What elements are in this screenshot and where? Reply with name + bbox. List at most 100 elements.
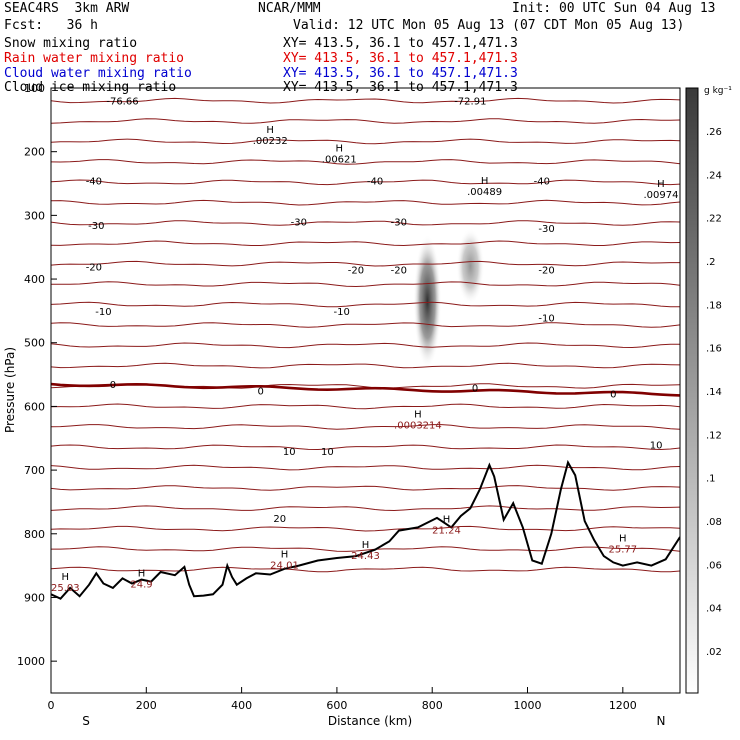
isotherm-line-19 xyxy=(51,485,680,491)
max-value-label: .00232 xyxy=(253,136,288,147)
isotherm-label: 10 xyxy=(321,447,334,458)
isotherm-label: 0 xyxy=(472,383,478,394)
isotherm-label: -30 xyxy=(538,224,554,235)
field-xy-rain: XY= 413.5, 36.1 to 457.1,471.3 xyxy=(283,51,518,66)
isotherm-label: -30 xyxy=(291,218,307,229)
colorbar-tick-label: .24 xyxy=(706,170,722,181)
x-tick-label: 1200 xyxy=(609,699,637,712)
snow-shading-0 xyxy=(413,234,442,369)
max-marker-h: H xyxy=(619,534,627,545)
colorbar-tick-label: .26 xyxy=(706,127,722,138)
isotherm-label: -40 xyxy=(86,176,102,187)
field-label-rain: Rain water mixing ratio xyxy=(4,51,185,66)
field-xy-snow: XY= 413.5, 36.1 to 457.1,471.3 xyxy=(283,36,518,51)
y-tick-label: 700 xyxy=(24,464,45,477)
isotherm-line-4 xyxy=(51,179,680,186)
colorbar: g kg⁻¹ xyxy=(685,86,732,694)
terrain-line xyxy=(51,459,680,600)
isotherm-label: -20 xyxy=(391,266,407,277)
isotherm-line-20 xyxy=(51,505,680,512)
isotherm-line-8 xyxy=(51,260,680,267)
isotherm-line-17 xyxy=(51,444,680,451)
x-tick-label: 1000 xyxy=(514,699,542,712)
isotherm-label: -30 xyxy=(391,218,407,229)
y-tick-label: 300 xyxy=(24,209,45,222)
isotherm-line-12 xyxy=(51,342,680,349)
colorbar-tick-label: .04 xyxy=(706,604,722,615)
isotherm-label: -76.66 xyxy=(106,97,138,108)
max-value-label: .00489 xyxy=(467,187,502,198)
colorbar-fill xyxy=(685,87,699,694)
max-marker-h: H xyxy=(336,143,344,154)
isotherm-line-23 xyxy=(51,566,680,573)
isotherm-line-0 xyxy=(51,97,680,104)
plot-frame xyxy=(50,87,681,694)
max-value-label: .00621 xyxy=(322,154,357,165)
colorbar-tick-label: .16 xyxy=(706,344,722,355)
isotherm-line-16 xyxy=(51,424,680,430)
isotherm-label: 0 xyxy=(610,390,616,401)
max-value-label: 24.9 xyxy=(130,580,152,591)
isotherm-line-13 xyxy=(51,362,680,369)
x-axis-title: Distance (km) xyxy=(328,714,412,728)
max-value-label: 24.01 xyxy=(270,561,299,572)
y-tick-label: 800 xyxy=(24,528,45,541)
isotherm-label: -30 xyxy=(88,221,104,232)
model-title: SEAC4RS 3km ARW xyxy=(4,1,130,16)
max-value-label: 25.77 xyxy=(608,545,637,556)
x-tick-label: 800 xyxy=(422,699,443,712)
colorbar-tick-label: .06 xyxy=(706,560,722,571)
isotherm-label: -10 xyxy=(334,307,350,318)
max-marker-h: H xyxy=(138,569,146,580)
isotherm-line-22 xyxy=(51,546,680,552)
isotherm-label: 10 xyxy=(283,447,296,458)
field-xy-cloud-water: XY= 413.5, 36.1 to 457.1,471.3 xyxy=(283,66,518,81)
x-tick-label: 600 xyxy=(326,699,347,712)
zero-isotherm xyxy=(51,382,680,397)
isotherm-label: 0 xyxy=(110,380,116,391)
max-value-label: .0003214 xyxy=(394,421,442,432)
max-marker-h: H xyxy=(62,572,70,583)
valid-time: Valid: 12 UTC Mon 05 Aug 13 (07 CDT Mon … xyxy=(293,18,685,33)
isotherm-label: -20 xyxy=(348,266,364,277)
isotherm-label: -72.91 xyxy=(454,97,486,108)
y-axis-title: Pressure (hPa) xyxy=(3,347,17,433)
isotherm-line-21 xyxy=(51,525,680,532)
isotherm-line-15 xyxy=(51,403,680,410)
max-value-label: 25.03 xyxy=(51,583,80,594)
max-marker-h: H xyxy=(266,125,274,136)
isotherm-line-9 xyxy=(51,281,680,288)
max-marker-h: H xyxy=(443,515,451,526)
y-tick-label: 400 xyxy=(24,273,45,286)
isotherm-line-18 xyxy=(51,464,680,471)
field-label-snow: Snow mixing ratio xyxy=(4,36,138,51)
isotherm-line-10 xyxy=(51,301,680,308)
colorbar-unit: g kg⁻¹ xyxy=(704,86,732,96)
isotherm-label: 10 xyxy=(650,441,663,452)
direction-south: S xyxy=(82,714,90,728)
x-tick-label: 200 xyxy=(136,699,157,712)
y-tick-label: 500 xyxy=(24,337,45,350)
isotherm-label: -40 xyxy=(367,176,383,187)
y-tick-label: 100 xyxy=(24,82,45,95)
isotherm-label: 0 xyxy=(257,387,263,398)
isotherm-line-6 xyxy=(51,220,680,226)
isotherm-label: -10 xyxy=(538,313,554,324)
isotherm-line-3 xyxy=(51,159,680,165)
isotherm-label: -20 xyxy=(538,266,554,277)
colorbar-tick-label: .08 xyxy=(706,517,722,528)
field-label-cloud-water: Cloud water mixing ratio xyxy=(4,66,192,81)
colorbar-tick-label: .1 xyxy=(706,474,716,485)
colorbar-tick-label: .02 xyxy=(706,647,722,658)
snow-shading-1 xyxy=(456,228,485,305)
isotherm-line-7 xyxy=(51,240,680,247)
colorbar-tick-label: .12 xyxy=(706,430,722,441)
isotherm-label: -10 xyxy=(95,307,111,318)
isotherm-line-2 xyxy=(51,138,680,145)
max-marker-h: H xyxy=(414,410,422,421)
isotherm-line-11 xyxy=(51,322,680,328)
max-value-label: .00974 xyxy=(643,190,678,201)
isotherm-label: -40 xyxy=(534,176,550,187)
y-tick-label: 1000 xyxy=(17,655,45,668)
